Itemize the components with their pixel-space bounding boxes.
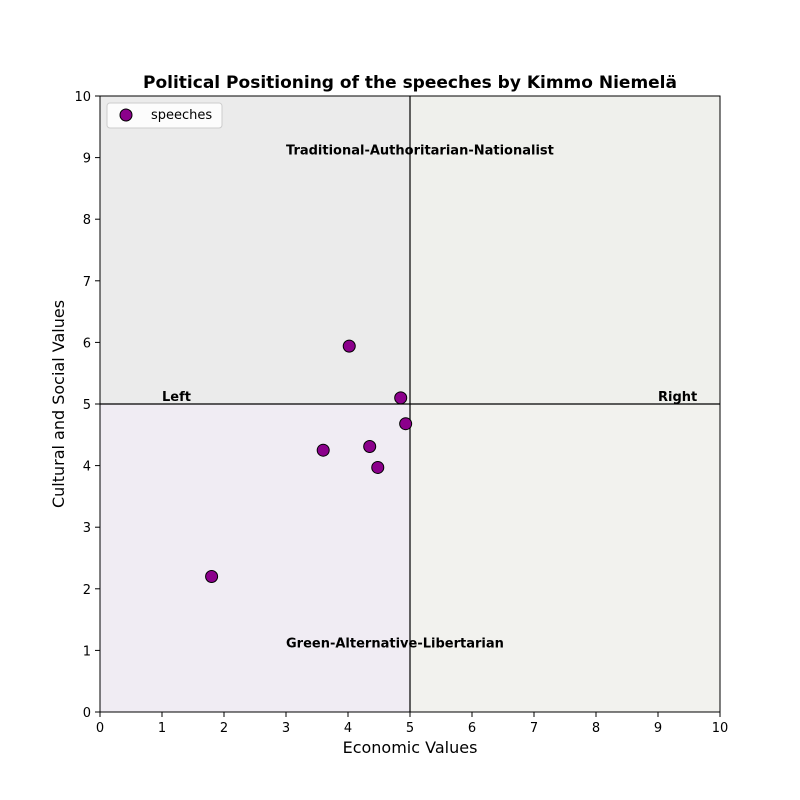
quadrant-top-right	[410, 96, 720, 404]
data-point	[394, 391, 408, 405]
y-tick-label: 3	[83, 521, 91, 536]
y-tick-label: 5	[83, 398, 91, 413]
x-tick-label: 9	[654, 721, 662, 736]
quadrant-annotation: Left	[162, 390, 191, 405]
quadrant-annotation: Green-Alternative-Libertarian	[286, 636, 504, 651]
y-tick-label: 10	[74, 90, 91, 105]
data-point	[205, 569, 219, 583]
data-point	[399, 417, 413, 431]
x-axis-label: Economic Values	[343, 738, 478, 757]
y-tick-label: 1	[83, 644, 91, 659]
quadrant-annotation: Right	[658, 390, 697, 405]
x-tick-label: 5	[406, 721, 414, 736]
x-tick-label: 6	[468, 721, 476, 736]
y-tick-label: 6	[83, 336, 91, 351]
chart-title: Political Positioning of the speeches by…	[143, 73, 677, 93]
data-point	[371, 460, 385, 474]
y-tick-label: 7	[83, 275, 91, 290]
quadrant-bottom-left	[100, 404, 410, 712]
quadrant-annotation: Traditional-Authoritarian-Nationalist	[286, 144, 554, 159]
x-tick-label: 0	[96, 721, 104, 736]
y-tick-label: 4	[83, 460, 91, 475]
plot-area: Traditional-Authoritarian-Nationalist Gre…	[74, 90, 728, 736]
legend-box	[106, 102, 223, 129]
y-tick-label: 2	[83, 583, 91, 598]
x-tick-label: 2	[220, 721, 228, 736]
quadrant-bottom-right	[410, 404, 720, 712]
y-tick-label: 0	[83, 706, 91, 721]
y-axis-label: Cultural and Social Values	[49, 300, 68, 508]
data-point	[342, 339, 356, 353]
legend-marker	[119, 108, 133, 122]
x-tick-label: 1	[158, 721, 166, 736]
x-tick-label: 4	[344, 721, 352, 736]
y-tick-label: 9	[83, 152, 91, 167]
x-tick-label: 8	[592, 721, 600, 736]
x-tick-label: 7	[530, 721, 538, 736]
quadrant-top-left	[100, 96, 410, 404]
x-tick-label: 3	[282, 721, 290, 736]
legend-label: speeches	[151, 108, 212, 123]
data-point	[316, 443, 330, 457]
y-tick-label: 8	[83, 213, 91, 228]
x-tick-label: 10	[712, 721, 729, 736]
data-point	[363, 440, 377, 454]
